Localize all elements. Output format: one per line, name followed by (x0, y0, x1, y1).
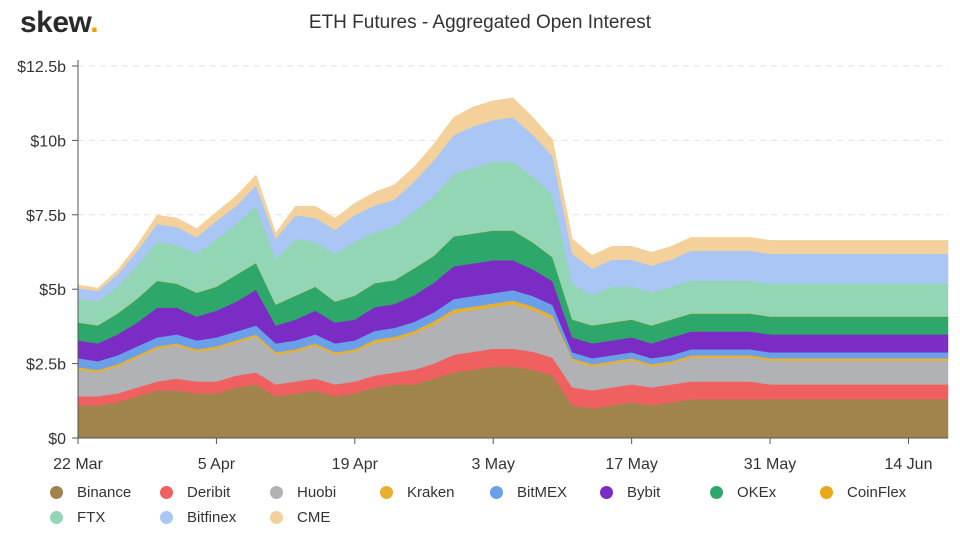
legend-label: CME (297, 509, 331, 526)
legend-label: Kraken (407, 484, 455, 501)
skew-logo: skew. (20, 6, 99, 40)
legend-swatch (270, 486, 283, 499)
legend-label: Binance (77, 484, 132, 501)
legend-item-coinflex[interactable]: CoinFlex (820, 484, 930, 501)
legend-row: FTX Bitfinex CME (50, 505, 950, 530)
legend-swatch (600, 486, 613, 499)
y-tick-label: $0 (48, 431, 66, 448)
brand-dot: . (90, 6, 99, 39)
legend-swatch (820, 486, 833, 499)
chart-title: ETH Futures - Aggregated Open Interest (308, 12, 652, 33)
y-tick-label: $2.5b (26, 357, 66, 374)
x-tick-label: 22 Mar (53, 456, 103, 473)
legend-label: Huobi (297, 484, 337, 501)
legend-item-kraken[interactable]: Kraken (380, 484, 490, 501)
x-tick-label: 17 May (605, 456, 657, 473)
legend-swatch (490, 486, 503, 499)
y-tick-label: $12.5b (17, 59, 66, 76)
legend-item-okex[interactable]: OKEx (710, 484, 820, 501)
legend-label: OKEx (737, 484, 777, 501)
legend-label: Bitfinex (187, 509, 237, 526)
legend-item-bybit[interactable]: Bybit (600, 484, 710, 501)
x-tick-label: 3 May (471, 456, 515, 473)
legend-swatch (50, 486, 63, 499)
x-tick-label: 5 Apr (198, 456, 236, 473)
legend-item-huobi[interactable]: Huobi (270, 484, 380, 501)
legend-label: BitMEX (517, 484, 568, 501)
legend-item-cme[interactable]: CME (270, 509, 380, 526)
legend-swatch (160, 486, 173, 499)
area-cme (77, 97, 949, 292)
legend-swatch (270, 511, 283, 524)
y-tick-label: $10b (30, 133, 66, 150)
legend-row: Binance Deribit Huobi Kraken BitMEX Bybit OKEx… (50, 480, 950, 505)
legend-label: Deribit (187, 484, 231, 501)
legend-label: FTX (77, 509, 106, 526)
legend-item-bitfinex[interactable]: Bitfinex (160, 509, 270, 526)
legend-item-binance[interactable]: Binance (50, 484, 160, 501)
legend-swatch (50, 511, 63, 524)
x-tick-label: 31 May (744, 456, 796, 473)
legend-item-deribit[interactable]: Deribit (160, 484, 270, 501)
legend-swatch (380, 486, 393, 499)
x-tick-label: 14 Jun (884, 456, 932, 473)
legend-label: Bybit (627, 484, 661, 501)
y-tick-label: $7.5b (26, 208, 66, 225)
legend-swatch (710, 486, 723, 499)
y-tick-label: $5b (39, 282, 66, 299)
x-tick-label: 19 Apr (332, 456, 379, 473)
legend-swatch (160, 511, 173, 524)
legend-label: CoinFlex (847, 484, 907, 501)
legend-item-bitmex[interactable]: BitMEX (490, 484, 600, 501)
brand-name: skew (20, 6, 91, 39)
chart-legend: Binance Deribit Huobi Kraken BitMEX Bybit OKEx… (50, 480, 950, 530)
legend-item-ftx[interactable]: FTX (50, 509, 160, 526)
